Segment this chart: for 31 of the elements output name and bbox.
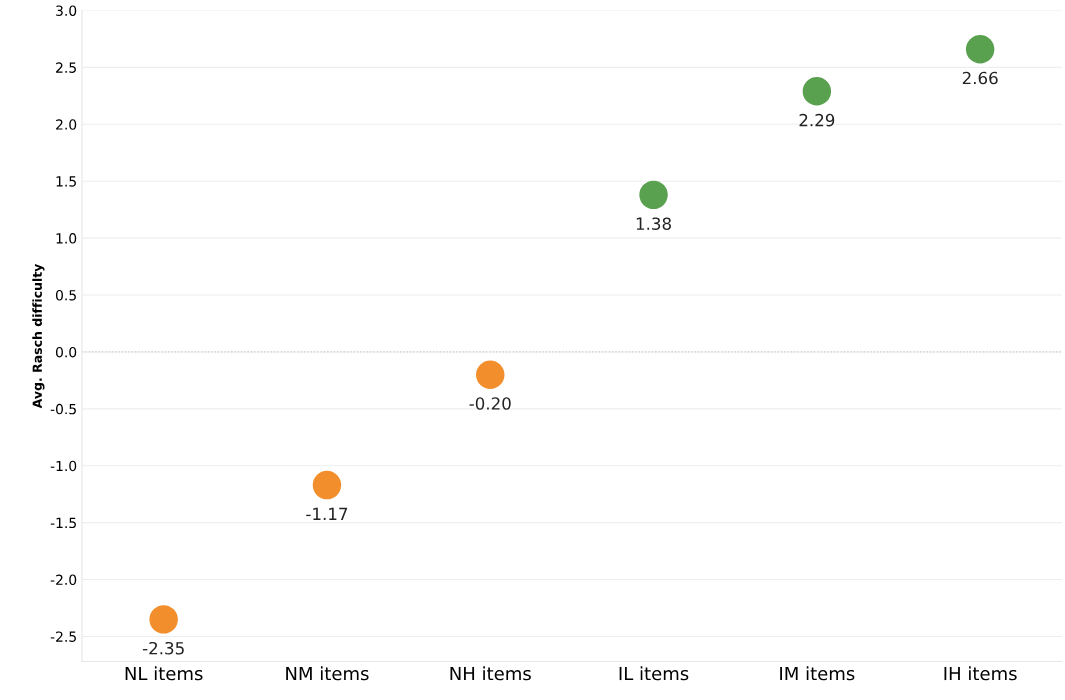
- point: [965, 34, 995, 64]
- y-tick-label: -2.5: [50, 631, 76, 642]
- y-tick-label: -1.0: [50, 460, 77, 472]
- y-tick-label: 0.0: [55, 346, 77, 358]
- x-tick-label: NM items: [286, 666, 369, 681]
- data-label: -2.35: [142, 641, 184, 655]
- y-tick-label: 3.0: [56, 5, 77, 16]
- data-label: 2.66: [962, 71, 998, 85]
- point: [312, 470, 342, 500]
- y-tick-label: 2.5: [56, 62, 76, 73]
- data-label: 1.38: [636, 217, 671, 230]
- y-axis-title: Avg. Rasch difficulty: [32, 263, 45, 409]
- x-tick-label: NL items: [125, 666, 203, 681]
- x-tick-label: IM items: [780, 666, 855, 681]
- y-tick-label: -2.0: [50, 574, 77, 586]
- y-tick-label: 2.0: [56, 119, 77, 130]
- x-tick-label: NH items: [450, 666, 531, 681]
- x-tick-label: IH items: [944, 666, 1017, 681]
- data-label: 2.29: [799, 113, 835, 127]
- data-label: -1.17: [306, 507, 348, 520]
- y-tick-label: -1.5: [50, 517, 76, 529]
- point: [639, 180, 668, 210]
- point: [476, 360, 505, 389]
- y-tick-label: 1.0: [56, 233, 77, 244]
- data-label: -0.20: [469, 397, 511, 410]
- point: [802, 77, 832, 106]
- x-tick-label: IL items: [619, 666, 689, 681]
- y-tick-label: 0.5: [55, 290, 76, 301]
- y-tick-label: -0.5: [50, 403, 76, 415]
- y-tick-label: 1.5: [56, 176, 76, 187]
- point: [149, 605, 178, 634]
